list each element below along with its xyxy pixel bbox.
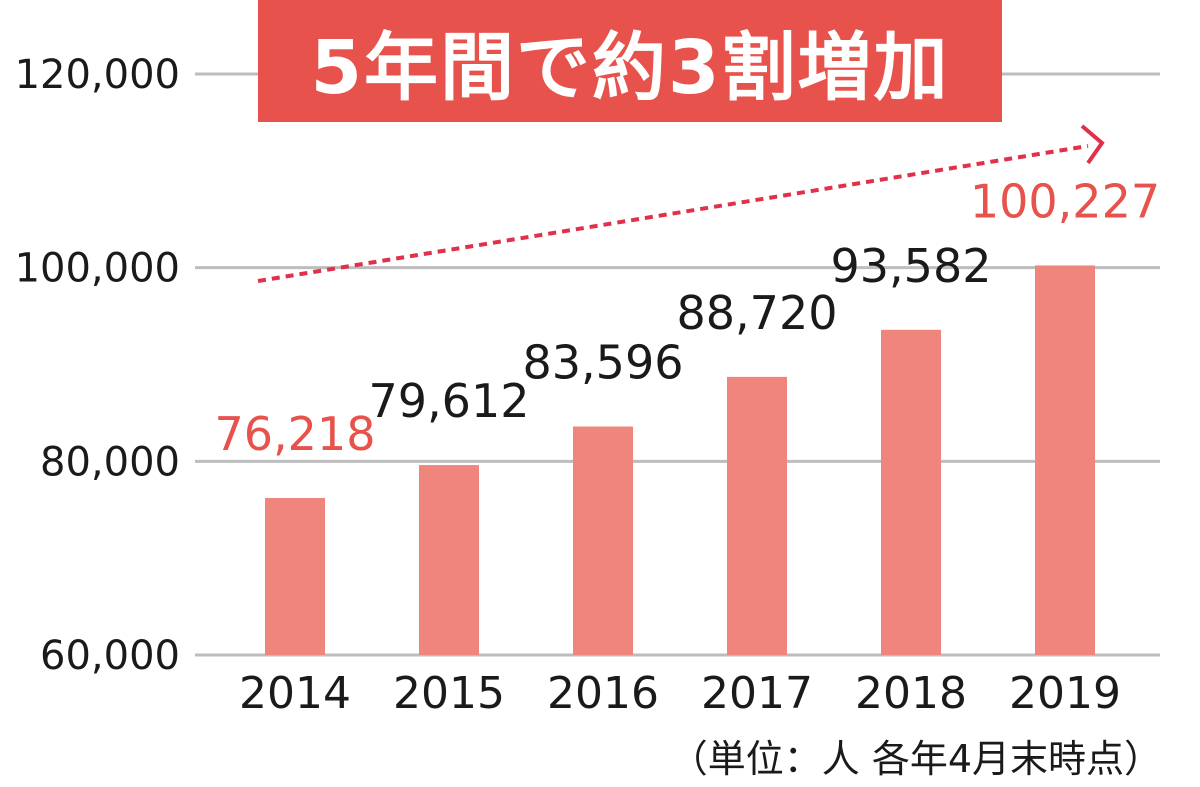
x-tick-label: 2015 [393, 668, 505, 719]
x-tick-label: 2019 [1009, 668, 1121, 719]
y-axis-tick-labels: 60,000 80,000 100,000 120,000 [15, 52, 180, 679]
bars [265, 265, 1095, 655]
x-tick-label: 2018 [855, 668, 967, 719]
y-tick-label: 80,000 [40, 439, 180, 485]
trend-arrow [257, 124, 1105, 283]
data-label: 76,218 [215, 407, 376, 461]
x-tick-label: 2014 [239, 668, 351, 719]
title-banner: 5年間で約3割増加 [258, 0, 1002, 122]
data-label: 79,612 [369, 374, 530, 428]
bar-2015 [419, 465, 479, 655]
trend-arrow-head [1080, 124, 1105, 165]
trend-arrow-line [257, 144, 1089, 283]
data-label: 88,720 [677, 286, 838, 340]
chart-title: 5年間で約3割増加 [310, 24, 950, 111]
bar-2016 [573, 426, 633, 655]
unit-note: （単位：人 各年4月末時点） [669, 737, 1162, 781]
x-tick-label: 2017 [701, 668, 813, 719]
bar-2018 [881, 329, 941, 655]
data-label: 93,582 [831, 239, 992, 293]
y-tick-label: 60,000 [40, 633, 180, 679]
y-tick-label: 120,000 [15, 52, 180, 98]
bar-2014 [265, 497, 325, 655]
bar-2019 [1035, 265, 1095, 655]
x-tick-label: 2016 [547, 668, 659, 719]
data-label: 83,596 [523, 336, 684, 390]
data-label: 100,227 [970, 174, 1160, 228]
y-tick-label: 100,000 [15, 246, 180, 292]
bar-2017 [727, 376, 787, 655]
x-axis-tick-labels: 2014 2015 2016 2017 2018 2019 [239, 668, 1121, 719]
